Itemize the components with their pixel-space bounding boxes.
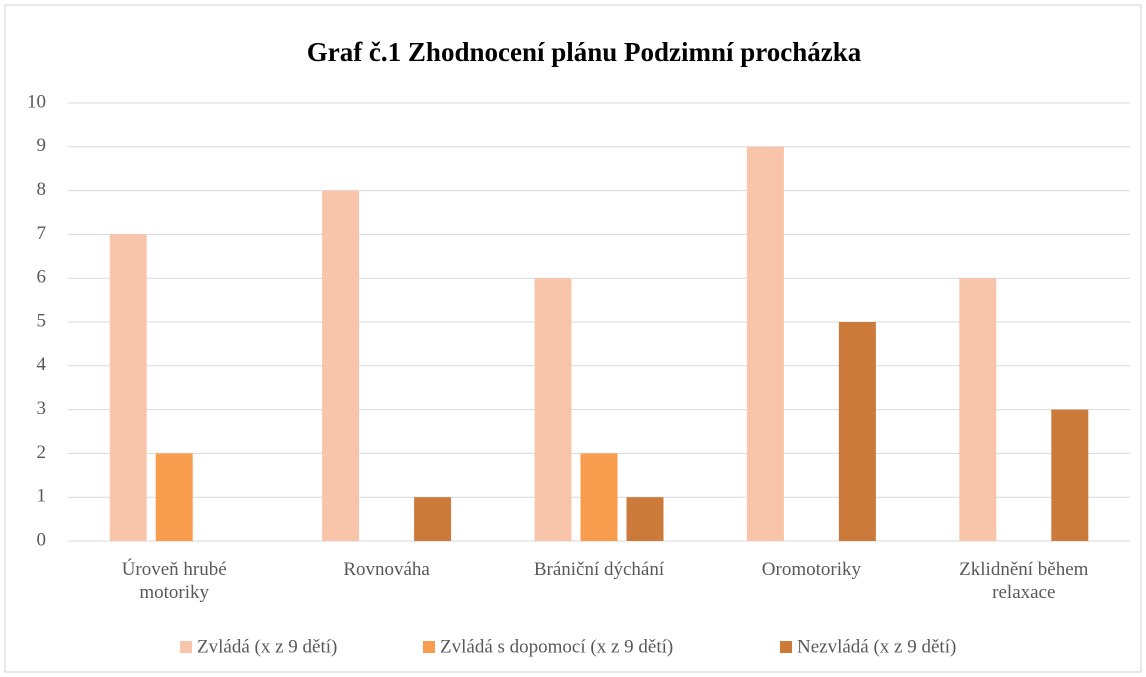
bar	[109, 234, 147, 541]
legend-label: Zvládá (x z 9 dětí)	[197, 636, 337, 657]
x-tick-label: Oromotoriky	[761, 559, 861, 580]
bar	[1051, 409, 1089, 541]
bar	[155, 453, 193, 541]
y-tick-label: 0	[37, 529, 47, 550]
y-tick-label: 1	[37, 486, 47, 507]
bar	[414, 497, 452, 541]
x-tick-label: Rovnováha	[343, 559, 430, 580]
y-tick-label: 6	[37, 267, 47, 288]
legend-swatch	[423, 641, 435, 653]
chart-title: Graf č.1 Zhodnocení plánu Podzimní proch…	[307, 37, 862, 67]
y-tick-label: 5	[37, 310, 47, 331]
bar	[580, 453, 618, 541]
x-tick-label: Úroveň hrubé motoriky	[121, 559, 227, 603]
bar	[534, 278, 572, 541]
y-tick-label: 4	[37, 354, 47, 375]
bar	[959, 278, 997, 541]
legend-label: Zvládá s dopomocí (x z 9 dětí)	[440, 636, 673, 657]
y-tick-label: 10	[27, 91, 46, 112]
y-tick-label: 2	[37, 442, 47, 463]
legend-swatch	[180, 641, 192, 653]
legend-swatch	[780, 641, 792, 653]
x-tick-label: Zklidnění během relaxace	[959, 559, 1089, 603]
bar	[322, 190, 360, 541]
chart-frame	[4, 4, 1142, 673]
bar	[838, 322, 876, 541]
bar	[626, 497, 664, 541]
bar	[746, 146, 784, 542]
y-tick-label: 7	[37, 223, 47, 244]
y-tick-label: 9	[37, 135, 47, 156]
x-tick-label: Brániční dýchání	[533, 559, 665, 580]
legend-label: Nezvládá (x z 9 dětí)	[797, 636, 956, 657]
y-tick-label: 8	[37, 179, 47, 200]
y-tick-label: 3	[37, 398, 47, 419]
